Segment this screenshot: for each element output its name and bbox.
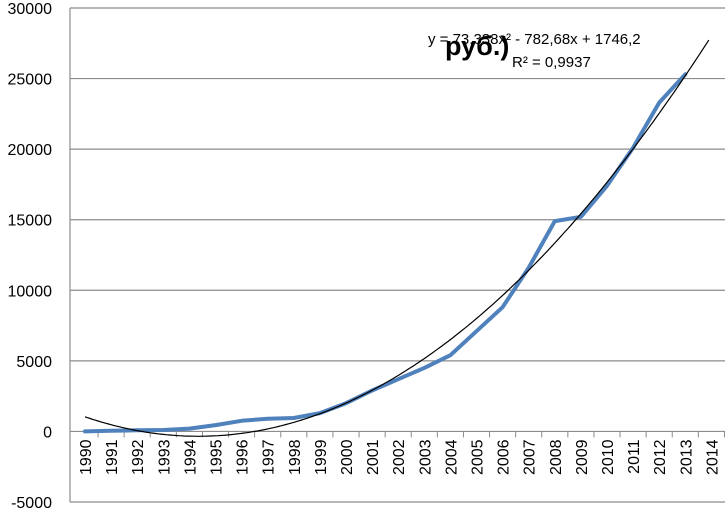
y-tick-label: 15000 <box>8 213 53 230</box>
x-tick-label: 1998 <box>287 439 304 475</box>
x-tick-label: 2000 <box>339 439 356 475</box>
x-tick-label: 1994 <box>182 439 199 475</box>
y-tick-label: 0 <box>43 424 52 441</box>
x-tick-label: 2003 <box>417 439 434 475</box>
y-tick-label: 10000 <box>8 283 53 300</box>
x-tick-label: 1997 <box>261 439 278 475</box>
x-tick-labels: 1990 1991 1992 1993 1994 1995 1996 1997 1998 1999… <box>78 439 721 475</box>
x-tick-label: 2001 <box>365 439 382 475</box>
y-tick-label: 5000 <box>16 354 52 371</box>
x-tick-label: 2005 <box>470 439 487 475</box>
x-tick-label: 1990 <box>78 439 95 475</box>
x-tick-label: 2011 <box>626 439 643 474</box>
series-line <box>83 72 688 434</box>
x-tick-label: 2007 <box>522 439 539 475</box>
x-tick-label: 1995 <box>209 439 226 475</box>
x-tick-label: 2004 <box>443 439 460 475</box>
y-tick-label: 20000 <box>8 142 53 159</box>
trendline-layer <box>84 39 710 437</box>
x-tick-label: 2013 <box>678 439 695 475</box>
gridlines <box>70 7 725 503</box>
x-tick-label: 1993 <box>156 439 173 475</box>
x-tick-label: 1991 <box>104 439 121 475</box>
y-tick-label: 25000 <box>8 72 53 89</box>
x-tick-label: 2008 <box>548 439 565 475</box>
trendline-equation: y = 73,338x² - 782,68x + 1746,2 <box>428 31 641 48</box>
x-tick-label: 2010 <box>600 439 617 475</box>
x-tick-label: 1992 <box>130 439 147 475</box>
chart-title-fragment: руб.) <box>445 31 509 61</box>
x-tick-label: 2012 <box>652 439 669 475</box>
x-tick-label: 2002 <box>391 439 408 475</box>
trendline <box>84 39 710 437</box>
x-tick-label: 2009 <box>574 439 591 475</box>
y-tick-label: -5000 <box>11 495 52 509</box>
trendline-r-squared: R² = 0,9937 <box>512 54 591 71</box>
x-tick-label: 2014 <box>704 439 721 475</box>
y-tick-labels: -5000 0 5000 10000 15000 20000 25000 30000 <box>8 1 53 509</box>
x-tick-label: 1999 <box>313 439 330 475</box>
series-layer <box>83 72 688 434</box>
x-tick-label: 2006 <box>496 439 513 475</box>
y-tick-label: 30000 <box>8 1 53 18</box>
x-tick-label: 1996 <box>235 439 252 475</box>
